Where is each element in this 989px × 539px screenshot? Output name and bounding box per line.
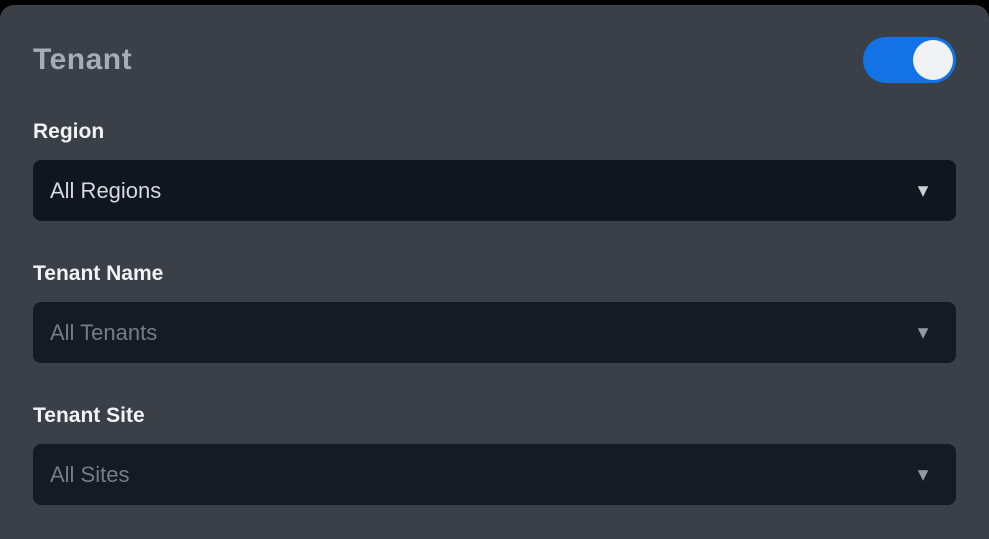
tenant-site-field-group: Tenant Site All Sites ▼ <box>33 404 956 505</box>
panel-header: Tenant <box>33 37 956 83</box>
panel-title: Tenant <box>33 43 133 76</box>
region-label: Region <box>33 120 105 143</box>
tenant-name-select[interactable]: All Tenants ▼ <box>33 302 956 363</box>
chevron-down-icon: ▼ <box>914 179 932 200</box>
chevron-down-icon: ▼ <box>914 463 932 484</box>
tenant-name-label: Tenant Name <box>33 262 164 285</box>
tenant-site-select-value: All Sites <box>50 461 130 487</box>
tenant-toggle[interactable] <box>863 37 956 83</box>
tenant-filter-panel: Tenant Region All Regions ▼ Tenant Name … <box>0 5 989 539</box>
tenant-site-label: Tenant Site <box>33 404 145 427</box>
region-field-group: Region All Regions ▼ <box>33 120 956 221</box>
tenant-site-select[interactable]: All Sites ▼ <box>33 444 956 505</box>
chevron-down-icon: ▼ <box>914 321 932 342</box>
toggle-knob-icon <box>913 40 953 80</box>
tenant-name-field-group: Tenant Name All Tenants ▼ <box>33 262 956 363</box>
region-select[interactable]: All Regions ▼ <box>33 160 956 221</box>
region-select-value: All Regions <box>50 177 162 203</box>
tenant-name-select-value: All Tenants <box>50 319 158 345</box>
